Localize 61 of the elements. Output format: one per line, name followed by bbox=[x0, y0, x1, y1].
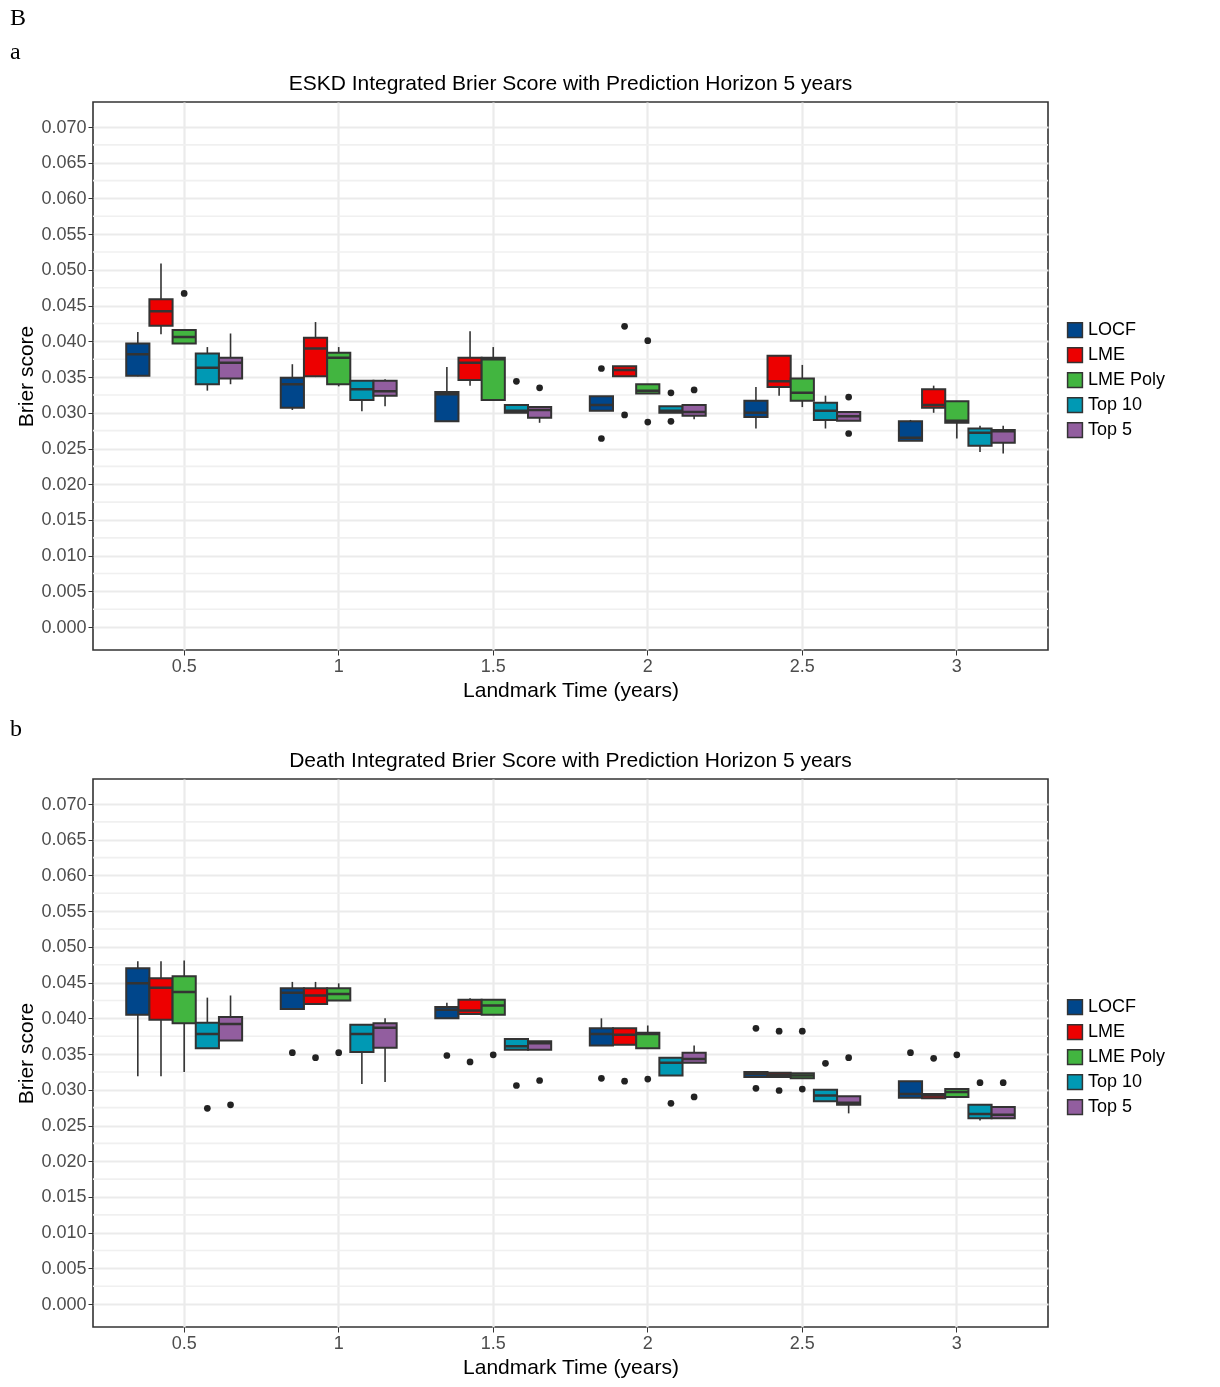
legend-label: LOCF bbox=[1088, 319, 1137, 340]
y-tick-label: 0.055 bbox=[41, 223, 87, 244]
y-tick-label: 0.005 bbox=[41, 580, 87, 601]
legend-label: Top 10 bbox=[1088, 394, 1143, 415]
x-tick-label: 1 bbox=[333, 655, 344, 676]
y-tick-label: 0.050 bbox=[41, 936, 87, 957]
y-tick-label: 0.020 bbox=[41, 1150, 87, 1171]
legend-label: Top 5 bbox=[1088, 419, 1133, 440]
y-tick-label: 0.030 bbox=[41, 1079, 87, 1100]
y-tick-label: 0.005 bbox=[41, 1257, 87, 1278]
y-tick-label: 0.045 bbox=[41, 295, 87, 316]
y-tick-label: 0.000 bbox=[41, 616, 87, 637]
legend-label: LME Poly bbox=[1088, 1046, 1166, 1067]
y-tick-label: 0.060 bbox=[41, 864, 87, 885]
x-tick-label: 1.5 bbox=[480, 655, 506, 676]
x-tick-label: 0.5 bbox=[171, 1332, 197, 1353]
x-tick-label: 2.5 bbox=[789, 655, 815, 676]
x-tick-label: 3 bbox=[951, 1332, 962, 1353]
legend-label: Top 10 bbox=[1088, 1071, 1143, 1092]
y-tick-label: 0.030 bbox=[41, 402, 87, 423]
y-tick-label: 0.010 bbox=[41, 545, 87, 566]
legend-label: Top 5 bbox=[1088, 1096, 1133, 1117]
y-tick-label: 0.070 bbox=[41, 116, 87, 137]
legend-label: LME Poly bbox=[1088, 369, 1166, 390]
chart-title: ESKD Integrated Brier Score with Prediction Horizon 5 years bbox=[288, 71, 853, 94]
chart-title: Death Integrated Brier Score with Prediction Horizon 5 years bbox=[289, 748, 852, 771]
y-tick-label: 0.000 bbox=[41, 1293, 87, 1314]
legend-label: LME bbox=[1088, 344, 1126, 365]
x-tick-label: 2 bbox=[642, 655, 653, 676]
x-tick-label: 1 bbox=[333, 1332, 344, 1353]
x-tick-label: 1.5 bbox=[480, 1332, 506, 1353]
text: b bbox=[10, 714, 23, 743]
x-axis-title: Landmark Time (years) bbox=[463, 1354, 679, 1378]
y-tick-label: 0.020 bbox=[41, 473, 87, 494]
text: a bbox=[10, 37, 22, 66]
y-tick-label: 0.050 bbox=[41, 259, 87, 280]
y-tick-label: 0.065 bbox=[41, 152, 87, 173]
y-axis-title: Brier score bbox=[14, 325, 38, 428]
x-tick-label: 2.5 bbox=[789, 1332, 815, 1353]
y-tick-label: 0.010 bbox=[41, 1222, 87, 1243]
y-axis-title: Brier score bbox=[14, 1002, 38, 1105]
y-tick-label: 0.055 bbox=[41, 900, 87, 921]
y-tick-label: 0.035 bbox=[41, 1043, 87, 1064]
legend-label: LME bbox=[1088, 1021, 1126, 1042]
y-tick-label: 0.015 bbox=[41, 509, 87, 530]
y-tick-label: 0.040 bbox=[41, 330, 87, 351]
x-tick-label: 0.5 bbox=[171, 655, 197, 676]
y-tick-label: 0.025 bbox=[41, 438, 87, 459]
x-tick-label: 3 bbox=[951, 655, 962, 676]
x-axis-title: Landmark Time (years) bbox=[463, 677, 679, 701]
legend-label: LOCF bbox=[1088, 996, 1137, 1017]
y-tick-label: 0.045 bbox=[41, 972, 87, 993]
y-tick-label: 0.035 bbox=[41, 366, 87, 387]
text: B bbox=[10, 3, 27, 32]
y-tick-label: 0.070 bbox=[41, 793, 87, 814]
y-tick-label: 0.065 bbox=[41, 829, 87, 850]
y-tick-label: 0.040 bbox=[41, 1007, 87, 1028]
y-tick-label: 0.060 bbox=[41, 187, 87, 208]
y-tick-label: 0.015 bbox=[41, 1186, 87, 1207]
x-tick-label: 2 bbox=[642, 1332, 653, 1353]
y-tick-label: 0.025 bbox=[41, 1115, 87, 1136]
